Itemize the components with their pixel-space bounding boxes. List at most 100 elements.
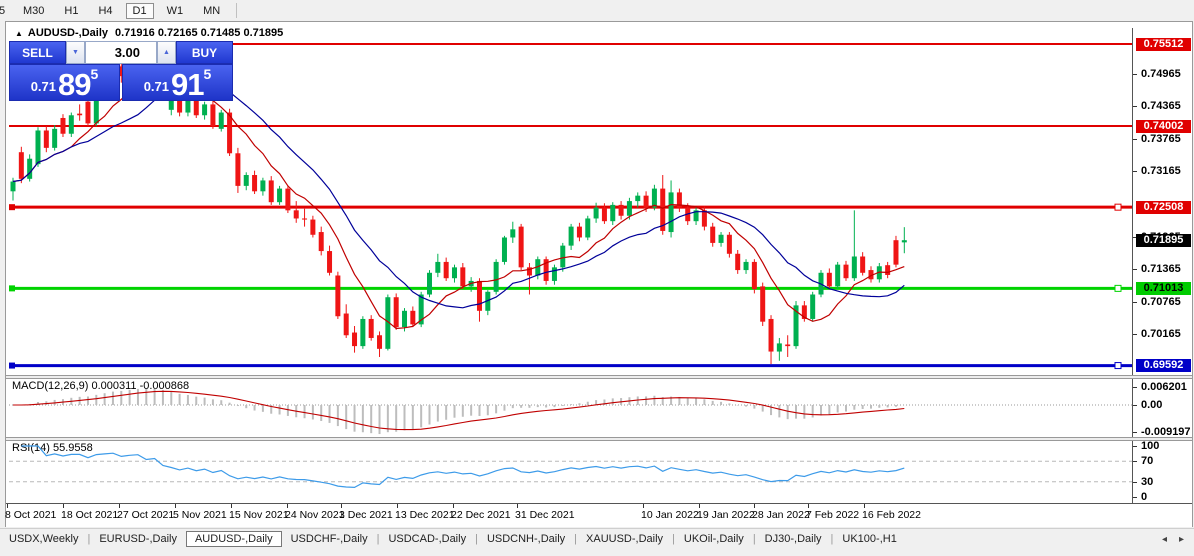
line-handle[interactable] bbox=[1114, 203, 1122, 211]
candle-body bbox=[501, 237, 507, 262]
candle-body bbox=[660, 188, 666, 231]
candle-body bbox=[10, 181, 16, 192]
candle-body bbox=[610, 204, 616, 222]
price-tick-label: 0.74365 bbox=[1141, 100, 1181, 112]
candle-body bbox=[526, 267, 532, 276]
tab-separator: | bbox=[87, 533, 91, 545]
candle-body bbox=[901, 240, 907, 243]
date-tick bbox=[175, 504, 176, 508]
tab-usdcnh-daily[interactable]: USDCNH-,Daily bbox=[486, 533, 566, 545]
buy-price-display[interactable]: 0.71 91 5 bbox=[122, 64, 233, 101]
timeframe-button-m30[interactable]: M30 bbox=[23, 4, 45, 17]
date-tick bbox=[7, 504, 8, 508]
candle-body bbox=[743, 261, 749, 271]
tab-usdx-weekly[interactable]: USDX,Weekly bbox=[9, 533, 79, 545]
date-label: 16 Feb 2022 bbox=[862, 509, 921, 521]
candle-body bbox=[560, 245, 566, 268]
candle-body bbox=[68, 115, 74, 134]
lot-size-input[interactable]: 3.00 bbox=[85, 41, 157, 64]
timeframe-button-mn[interactable]: MN bbox=[203, 4, 221, 17]
candle-body bbox=[418, 294, 424, 325]
candle-body bbox=[676, 192, 682, 208]
line-handle[interactable] bbox=[9, 204, 15, 211]
price-tick-label: 0.71365 bbox=[1141, 263, 1181, 275]
timeframe-button-d1[interactable]: D1 bbox=[125, 2, 154, 19]
candle-body bbox=[243, 175, 249, 186]
main-price-chart[interactable] bbox=[9, 28, 1133, 375]
tab-audusd-daily[interactable]: AUDUSD-,Daily bbox=[185, 531, 282, 547]
pane-separator[interactable] bbox=[6, 375, 1192, 379]
rsi-pane[interactable] bbox=[9, 441, 1133, 503]
timeframe-button-h4[interactable]: H4 bbox=[98, 4, 113, 17]
tab-separator: | bbox=[672, 533, 675, 545]
sell-price-display[interactable]: 0.71 89 5 bbox=[9, 64, 120, 101]
date-label: 15 Nov 2021 bbox=[229, 509, 289, 521]
candle-body bbox=[202, 104, 208, 116]
date-label: 13 Dec 2021 bbox=[395, 509, 455, 521]
lot-decrease-button[interactable]: ▼ bbox=[66, 41, 85, 64]
candle-body bbox=[718, 234, 724, 243]
lot-increase-button[interactable]: ▲ bbox=[157, 41, 176, 64]
tab-xauusd-daily[interactable]: XAUUSD-,Daily bbox=[586, 533, 664, 545]
candle-body bbox=[735, 253, 741, 271]
candle-body bbox=[410, 310, 416, 325]
candle-body bbox=[385, 297, 391, 349]
date-label: 18 Oct 2021 bbox=[61, 509, 119, 521]
pane-separator[interactable] bbox=[6, 437, 1192, 441]
line-handle[interactable] bbox=[9, 285, 15, 292]
tab-usdcad-daily[interactable]: USDCAD-,Daily bbox=[388, 533, 467, 545]
status-strip bbox=[0, 549, 1194, 556]
line-handle[interactable] bbox=[9, 362, 15, 369]
price-badge: 0.71895 bbox=[1136, 234, 1191, 247]
axis-tick bbox=[1133, 497, 1137, 498]
tab-dj30-daily[interactable]: DJ30-,Daily bbox=[764, 533, 822, 545]
candle-body bbox=[493, 261, 499, 292]
candle-body bbox=[518, 226, 524, 268]
line-handle[interactable] bbox=[1114, 284, 1122, 292]
candle-body bbox=[760, 286, 766, 322]
candle-body bbox=[751, 261, 757, 290]
date-tick bbox=[231, 504, 232, 508]
tab-scroll-right-icon[interactable]: ▸ bbox=[1178, 533, 1184, 545]
candle-body bbox=[785, 344, 791, 347]
candle-body bbox=[893, 240, 899, 265]
date-axis[interactable]: 8 Oct 2021 18 Oct 2021 27 Oct 2021 5 Nov 20… bbox=[5, 503, 1192, 527]
axis-tick bbox=[1133, 461, 1137, 462]
symbol-arrow-icon: ▲ bbox=[15, 28, 23, 38]
tab-scroll-left-icon[interactable]: ◂ bbox=[1161, 533, 1167, 545]
timeframe-button-5[interactable]: 5 bbox=[0, 4, 6, 17]
axis-tick bbox=[1133, 74, 1137, 75]
date-label: 27 Oct 2021 bbox=[117, 509, 175, 521]
price-axis[interactable]: 0.749650.743650.737650.731650.719650.713… bbox=[1132, 28, 1192, 503]
candle-body bbox=[302, 218, 308, 220]
macd-pane[interactable] bbox=[9, 379, 1133, 437]
date-tick bbox=[63, 504, 64, 508]
rsi-tick-label: 100 bbox=[1141, 440, 1160, 452]
candle-body bbox=[651, 188, 657, 208]
date-label: 7 Feb 2022 bbox=[806, 509, 860, 521]
rsi-indicator-label: RSI(14) 55.9558 bbox=[12, 442, 93, 454]
chart-symbol-label: AUDUSD-,Daily bbox=[27, 27, 108, 39]
candle-body bbox=[668, 192, 674, 233]
candle-body bbox=[227, 112, 233, 154]
candle-body bbox=[810, 294, 816, 319]
tab-uk100-h1[interactable]: UK100-,H1 bbox=[842, 533, 897, 545]
axis-tick bbox=[1133, 446, 1137, 447]
axis-tick bbox=[1133, 269, 1137, 270]
chart-window[interactable]: ▲ AUDUSD-,Daily 0.71916 0.72165 0.71485 … bbox=[5, 21, 1193, 527]
timeframe-button-w1[interactable]: W1 bbox=[166, 4, 184, 17]
line-handle[interactable] bbox=[1114, 362, 1122, 370]
sell-button[interactable]: SELL bbox=[9, 41, 66, 64]
chart-ohlc-values: 0.71916 0.72165 0.71485 0.71895 bbox=[115, 27, 284, 39]
date-label: 24 Nov 2021 bbox=[285, 509, 345, 521]
price-badge: 0.75512 bbox=[1136, 38, 1191, 51]
buy-button[interactable]: BUY bbox=[176, 41, 233, 64]
chart-title: ▲ AUDUSD-,Daily 0.71916 0.72165 0.71485 … bbox=[15, 27, 283, 39]
macd-signal-line bbox=[13, 390, 905, 431]
tab-ukoil-daily[interactable]: UKOil-,Daily bbox=[683, 533, 744, 545]
timeframe-button-h1[interactable]: H1 bbox=[64, 4, 79, 17]
tab-separator: | bbox=[475, 533, 478, 545]
date-label: 28 Jan 2022 bbox=[752, 509, 810, 521]
tab-eurusd-daily[interactable]: EURUSD-,Daily bbox=[99, 533, 177, 545]
tab-usdchf-daily[interactable]: USDCHF-,Daily bbox=[290, 533, 368, 545]
